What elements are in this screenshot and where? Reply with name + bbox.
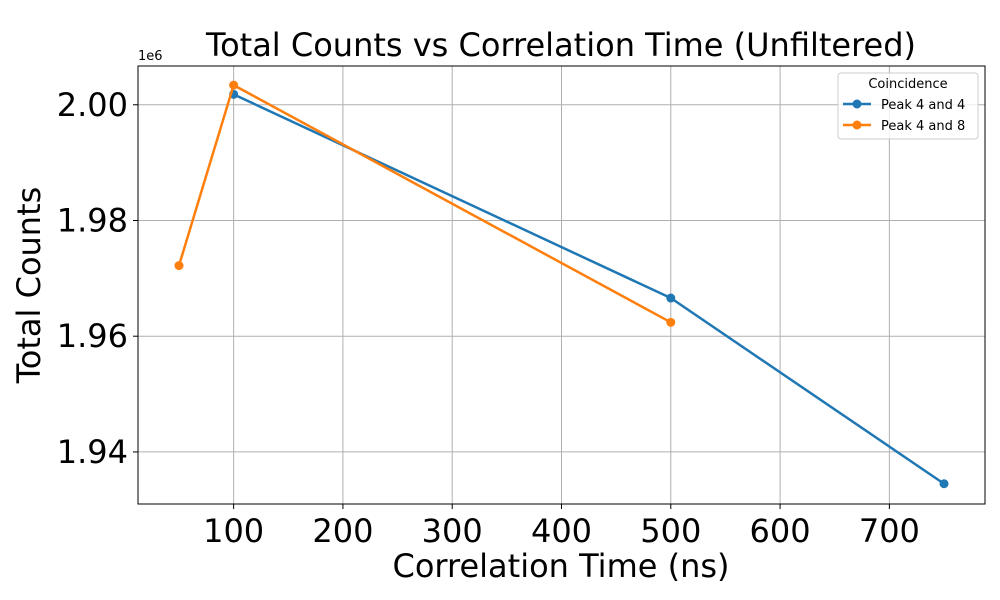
legend-entry-label: Peak 4 and 8: [881, 119, 965, 134]
x-axis-label: Correlation Time (ns): [392, 547, 729, 585]
ticks-layer: 100 200 300 400 500 600 700 1.94 1.96 1.98 2.00: [57, 86, 920, 550]
y-tick-label: 2.00: [57, 86, 128, 124]
x-tick-label: 300: [422, 512, 483, 550]
x-tick-label: 200: [312, 512, 373, 550]
x-tick-label: 600: [750, 512, 811, 550]
series-line-2: [177, 83, 672, 324]
plot-frame: [137, 65, 986, 505]
series-2-point: [229, 80, 239, 90]
y-tick-label: 1.96: [57, 317, 128, 355]
grid-layer: [138, 66, 985, 504]
y-tick-label: 1.98: [57, 201, 128, 239]
y-offset-label: 1e6: [138, 49, 163, 64]
legend-entries: Peak 4 and 4 Peak 4 and 8: [843, 98, 965, 134]
legend-swatch-marker: [852, 120, 862, 130]
legend-title: Coincidence: [868, 77, 947, 92]
x-tick-label: 100: [203, 512, 264, 550]
series-layer: [174, 80, 949, 489]
series-1-point: [666, 293, 676, 303]
y-tick-label: 1.94: [57, 433, 128, 471]
legend-swatch-marker: [852, 99, 862, 109]
series-2-point: [666, 317, 676, 327]
legend-box: [837, 72, 979, 140]
series-2-point: [174, 261, 184, 271]
x-tick-label: 400: [531, 512, 592, 550]
x-tick-label: 500: [640, 512, 701, 550]
y-axis-label: Total Counts: [10, 187, 48, 385]
series-line-1: [233, 93, 945, 485]
chart-title: Total Counts vs Correlation Time (Unfilt…: [205, 26, 916, 64]
legend: Coincidence Peak 4 and 4 Peak 4 and 8: [837, 72, 979, 140]
legend-entry-label: Peak 4 and 4: [881, 98, 965, 113]
series-1-point: [939, 479, 949, 489]
x-tick-label: 700: [859, 512, 920, 550]
